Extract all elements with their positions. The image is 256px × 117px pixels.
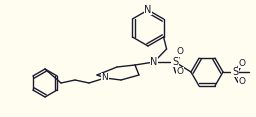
Text: S: S bbox=[172, 57, 178, 67]
Text: S: S bbox=[232, 67, 238, 77]
Text: N: N bbox=[144, 5, 152, 15]
Text: O: O bbox=[239, 58, 246, 68]
Text: O: O bbox=[239, 77, 246, 86]
Text: N: N bbox=[102, 73, 108, 82]
Text: O: O bbox=[176, 48, 184, 57]
Text: O: O bbox=[176, 68, 184, 77]
Text: N: N bbox=[150, 57, 158, 67]
